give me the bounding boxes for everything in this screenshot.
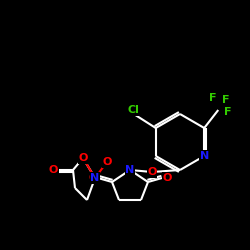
- Text: O: O: [162, 173, 172, 183]
- Text: N: N: [126, 165, 134, 175]
- Text: N: N: [90, 173, 100, 183]
- Text: F: F: [224, 107, 232, 117]
- Text: O: O: [102, 157, 112, 167]
- Text: O: O: [88, 173, 98, 183]
- Text: O: O: [48, 165, 58, 175]
- Text: N: N: [90, 173, 100, 183]
- Text: F: F: [222, 95, 230, 105]
- Text: N: N: [200, 151, 209, 161]
- Text: Cl: Cl: [128, 105, 140, 115]
- Text: F: F: [210, 93, 217, 103]
- Text: O: O: [147, 167, 157, 177]
- Text: O: O: [78, 153, 88, 163]
